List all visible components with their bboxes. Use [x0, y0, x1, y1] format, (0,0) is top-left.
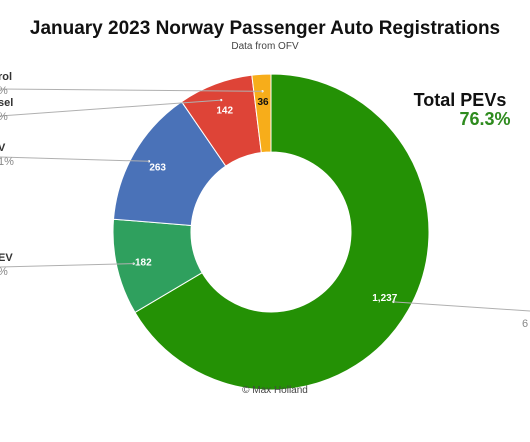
leader-line-bev: [393, 301, 530, 312]
leader-line-petrol: [0, 88, 263, 92]
slices-group: [112, 73, 430, 391]
chart-title: January 2023 Norway Passenger Auto Regis…: [30, 18, 500, 39]
leader-line-diesel: [0, 99, 222, 117]
slice-petrol: [251, 73, 272, 154]
outside-name-diesel: sel: [0, 97, 13, 109]
outside-name-hev: V: [0, 142, 6, 154]
leader-dot-bev: [392, 300, 395, 304]
outside-pct-petrol: %: [0, 85, 8, 97]
outside-name-phev: EV: [0, 252, 13, 264]
value-label-bev: 1,237: [372, 293, 397, 304]
value-label-petrol: 36: [257, 97, 269, 108]
slice-bev: [134, 73, 430, 391]
leader-line-hev: [0, 156, 150, 162]
chart-footer: © Max Holland: [242, 385, 308, 396]
leader-line-phev: [0, 263, 134, 268]
value-label-phev: 182: [135, 257, 152, 268]
outside-labels-group: 6 EV% V 1% sel% rol%: [0, 71, 528, 330]
total-pevs-label: Total PEVs: [414, 90, 507, 110]
chart-subtitle: Data from OFV: [231, 41, 299, 52]
outside-pct-diesel: %: [0, 111, 8, 123]
value-label-diesel: 142: [216, 105, 233, 116]
outside-pct-hev: 1%: [0, 156, 14, 168]
leader-lines-group: [0, 88, 530, 312]
value-labels-group: 1,237 182 263 142 36: [135, 97, 398, 304]
value-label-hev: 263: [149, 162, 166, 173]
total-pevs-value: 76.3%: [459, 109, 510, 129]
outside-pct-phev: %: [0, 266, 8, 278]
outside-name-petrol: rol: [0, 71, 12, 83]
outside-pct-bev: 6: [522, 318, 528, 330]
